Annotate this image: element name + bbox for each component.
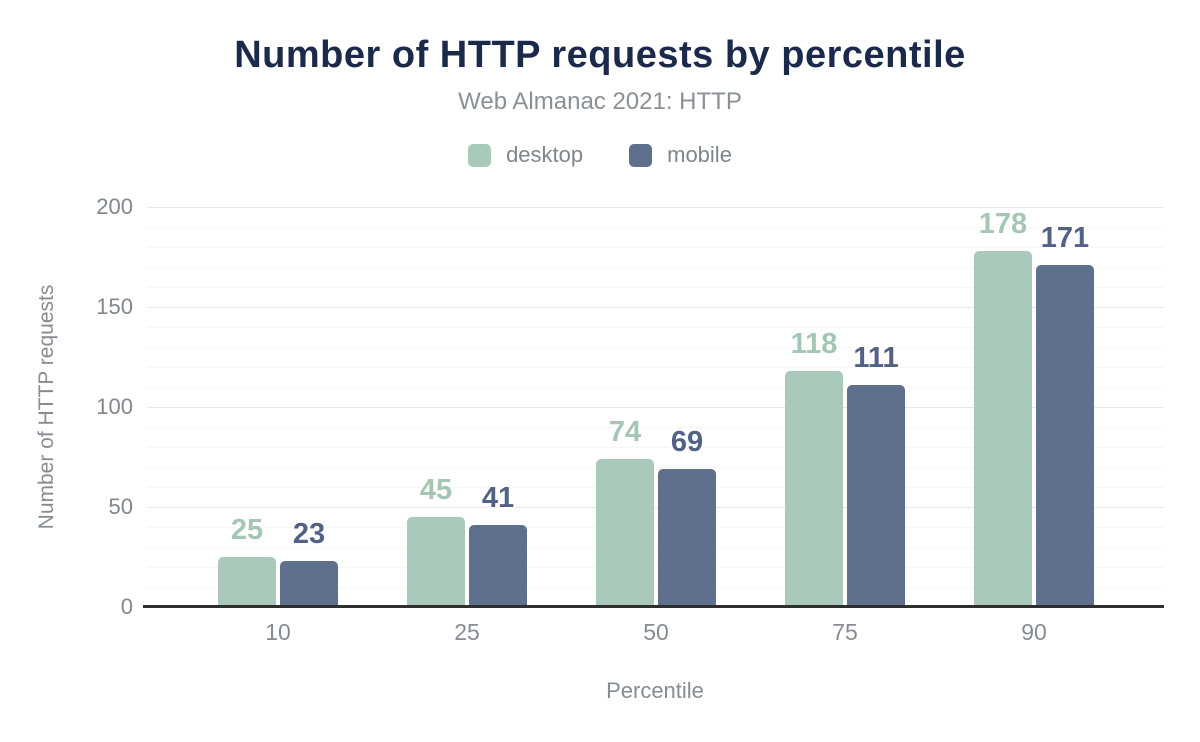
x-tick-50: 50 [643, 619, 669, 645]
legend-item-mobile: mobile [629, 142, 732, 168]
gridline-major-100 [147, 407, 1164, 408]
gridline-minor-110 [147, 387, 1164, 388]
chart-subtitle: Web Almanac 2021: HTTP [458, 88, 742, 115]
legend-item-desktop: desktop [468, 142, 583, 168]
gridline-minor-70 [147, 467, 1164, 468]
bar-value-mobile-p50: 69 [670, 426, 704, 458]
bar-value-desktop-p10: 25 [230, 514, 264, 546]
y-axis-title: Number of HTTP requests [35, 284, 58, 530]
x-axis-line [143, 605, 1164, 608]
gridline-major-50 [147, 507, 1164, 508]
plot-area: 0 50 100 150 200 25 23 10 45 41 25 74 69 50 118 111 75 17… [96, 196, 1164, 645]
gridline-minor-170 [147, 267, 1164, 268]
legend: desktop mobile [0, 142, 1200, 168]
x-tick-25: 25 [454, 619, 480, 645]
x-tick-75: 75 [832, 619, 858, 645]
bar-value-mobile-p90: 171 [1040, 222, 1090, 254]
bar-value-desktop-p50: 74 [608, 416, 642, 448]
bar-desktop-p50 [596, 459, 654, 607]
gridline-minor-30 [147, 547, 1164, 548]
gridline-minor-20 [147, 567, 1164, 568]
bar-value-mobile-p25: 41 [481, 482, 515, 514]
legend-label-mobile: mobile [667, 142, 732, 167]
gridline-major-150 [147, 307, 1164, 308]
gridline-minor-190 [147, 227, 1164, 228]
bar-desktop-p25 [407, 517, 465, 607]
legend-swatch-mobile [629, 143, 653, 167]
bar-value-mobile-p75: 111 [853, 342, 899, 374]
bar-desktop-p75 [785, 371, 843, 607]
gridline-minor-140 [147, 327, 1164, 328]
y-tick-100: 100 [96, 394, 133, 419]
bar-mobile-p90 [1036, 265, 1094, 607]
y-tick-0: 0 [120, 594, 133, 619]
y-tick-50: 50 [108, 494, 133, 519]
bar-value-desktop-p25: 45 [419, 474, 453, 506]
y-tick-200: 200 [96, 194, 133, 219]
bar-mobile-p25 [469, 525, 527, 607]
bar-value-desktop-p75: 118 [790, 328, 838, 360]
gridline-minor-40 [147, 527, 1164, 528]
bar-desktop-p90 [974, 251, 1032, 607]
bar-desktop-p10 [218, 557, 276, 607]
gridline-minor-10 [147, 587, 1164, 588]
gridline-minor-180 [147, 247, 1164, 248]
legend-swatch-desktop [468, 143, 492, 167]
bar-mobile-p50 [658, 469, 716, 607]
gridline-major-200 [147, 207, 1164, 208]
chart-title: Number of HTTP requests by percentile [234, 34, 966, 76]
x-tick-90: 90 [1021, 619, 1047, 645]
bar-mobile-p75 [847, 385, 905, 607]
gridline-minor-120 [147, 367, 1164, 368]
y-tick-150: 150 [96, 294, 133, 319]
legend-label-desktop: desktop [506, 142, 584, 167]
gridline-minor-60 [147, 487, 1164, 488]
x-axis-title: Percentile [606, 678, 704, 703]
x-tick-10: 10 [265, 619, 291, 645]
bar-value-mobile-p10: 23 [292, 518, 326, 550]
bar-value-desktop-p90: 178 [978, 208, 1028, 240]
gridline-minor-90 [147, 427, 1164, 428]
gridline-minor-80 [147, 447, 1164, 448]
gridline-minor-130 [147, 347, 1164, 348]
gridline-minor-160 [147, 287, 1164, 288]
bar-mobile-p10 [280, 561, 338, 607]
